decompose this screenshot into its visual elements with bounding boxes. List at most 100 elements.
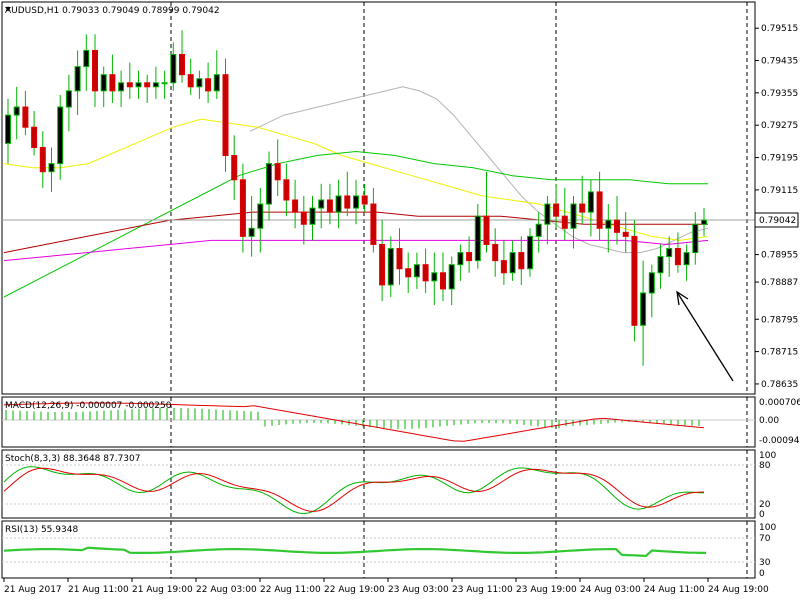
stoch-tick-80: 80 [759,461,771,471]
candle [196,70,203,99]
candle [605,204,612,253]
time-label-9: 24 Aug 03:00 [580,585,641,595]
time-label-1: 21 Aug 11:00 [68,585,129,595]
candle [518,236,525,285]
candle [466,236,473,273]
annotation-arrow [676,290,734,382]
candle [683,244,690,281]
rsi-label: RSI(13) 55.9348 [5,525,78,535]
candle [648,264,655,318]
candle [300,195,307,245]
time-label-4: 22 Aug 11:00 [260,585,321,595]
candle [544,195,551,245]
candle [144,74,151,103]
candle [5,98,11,164]
candle [39,131,46,188]
candle [666,236,673,277]
stoch-label: Stoch(8,3,3) 88.3648 87.7307 [5,454,140,464]
macd-signal-line [3,402,705,442]
candle [405,252,412,293]
price-tick-8: 0.78795 [761,315,798,325]
time-label-2: 21 Aug 19:00 [132,585,193,595]
candle [535,212,542,253]
dropdown-arrow-icon[interactable] [5,7,11,11]
candle [500,240,507,285]
candle [614,195,620,245]
candle [674,232,681,273]
stoch-tick-0: 0 [759,510,765,520]
time-axis: 21 Aug 2017 21 Aug 11:00 21 Aug 19:00 22 Au… [3,578,769,595]
candle [701,208,707,237]
candle [379,220,386,302]
candle [187,58,194,95]
candle [170,42,177,91]
stoch-tick-20: 20 [759,500,771,510]
stoch-panel: Stoch(8,3,3) 88.3648 87.7307 100 80 20 0 [1,449,776,520]
price-tick-9: 0.78715 [761,348,798,358]
rsi-panel: RSI(13) 55.9348 100 70 30 0 [1,520,776,579]
candle [74,50,81,116]
candle [657,244,664,289]
candle [422,248,429,293]
macd-tick-top: 0.000706 [759,398,800,408]
chart-header: AUDUSD,H1 0.79033 0.79049 0.78999 0.7904… [5,6,220,16]
candle [13,86,20,140]
time-label-7: 23 Aug 11:00 [452,585,513,595]
candle [335,179,342,229]
current-price-label: 0.79042 [759,216,796,226]
time-label-6: 23 Aug 03:00 [388,585,449,595]
candle [561,187,568,241]
candle [48,147,55,192]
price-tick-6: 0.78955 [761,251,798,261]
candle [431,252,438,306]
macd-tick-zero: 0.00 [759,416,779,426]
candle [692,212,699,265]
candle [361,183,368,213]
candle [222,58,229,172]
candle [205,62,212,103]
rsi-tick-100: 100 [759,523,776,533]
rsi-tick-0: 0 [759,569,765,579]
candle [457,244,464,281]
candle [292,179,299,229]
candle [353,179,359,225]
candle [587,179,594,237]
candle [440,252,446,302]
candle [387,236,394,298]
candle [152,66,159,99]
price-tick-1: 0.79435 [761,57,798,67]
macd-tick-bottom: -0.00094 [759,436,800,446]
time-label-10: 24 Aug 11:00 [644,585,705,595]
candle [83,34,90,91]
candle [31,111,38,156]
candle [570,195,577,249]
rsi-line [3,546,706,558]
candle [344,171,351,217]
main-panel: AUDUSD,H1 0.79033 0.79049 0.78999 0.7904… [1,1,756,395]
candle [161,70,168,99]
time-label-3: 22 Aug 03:00 [196,585,257,595]
candle [631,220,638,342]
candle [579,175,586,225]
candle [57,94,64,180]
candle [448,256,455,306]
candle [509,240,516,281]
candle [213,50,220,99]
stoch-tick-100: 100 [759,451,776,461]
price-tick-5: 0.79115 [761,186,798,196]
price-tick-0: 0.79515 [761,24,798,34]
macd-panel: MACD(12,26,9) -0.000007 -0.000250 0.0007… [1,396,800,448]
candle [257,187,264,253]
candle [22,90,29,136]
time-label-0: 21 Aug 2017 [4,585,62,595]
time-label-11: 24 Aug 19:00 [708,585,769,595]
candle [92,34,98,108]
candle [553,183,560,229]
stoch-main-line [3,466,705,515]
candle [474,204,481,269]
price-tick-3: 0.79275 [761,121,798,131]
current-price-tag: 0.79042 [754,212,799,228]
stoch-signal-line [3,467,705,512]
time-label-5: 22 Aug 19:00 [324,585,385,595]
rsi-tick-30: 30 [759,558,771,568]
